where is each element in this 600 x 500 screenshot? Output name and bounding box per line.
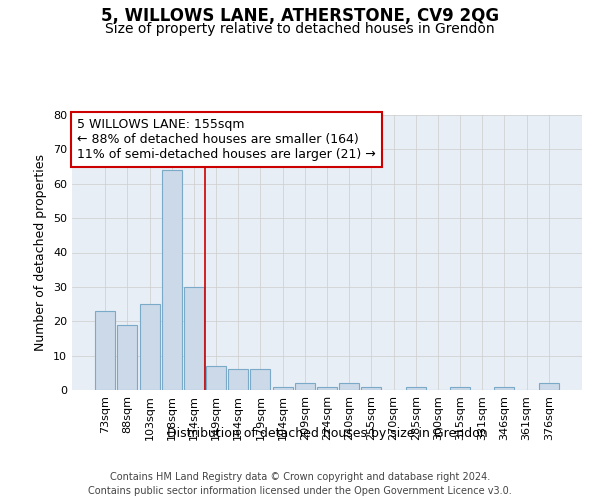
Text: Contains public sector information licensed under the Open Government Licence v3: Contains public sector information licen… [88,486,512,496]
Text: Size of property relative to detached houses in Grendon: Size of property relative to detached ho… [105,22,495,36]
Bar [339,383,359,390]
Bar [118,324,137,390]
Bar [184,287,204,390]
Bar [272,386,293,390]
Bar [406,386,426,390]
Bar [206,366,226,390]
Bar [140,304,160,390]
Bar [228,370,248,390]
Bar [450,386,470,390]
Bar [250,370,271,390]
Bar [539,383,559,390]
Text: 5 WILLOWS LANE: 155sqm
← 88% of detached houses are smaller (164)
11% of semi-de: 5 WILLOWS LANE: 155sqm ← 88% of detached… [77,118,376,161]
Bar [361,386,382,390]
Bar [295,383,315,390]
Text: Distribution of detached houses by size in Grendon: Distribution of detached houses by size … [167,428,487,440]
Bar [95,311,115,390]
Bar [317,386,337,390]
Bar [494,386,514,390]
Bar [162,170,182,390]
Text: 5, WILLOWS LANE, ATHERSTONE, CV9 2QG: 5, WILLOWS LANE, ATHERSTONE, CV9 2QG [101,8,499,26]
Y-axis label: Number of detached properties: Number of detached properties [34,154,47,351]
Text: Contains HM Land Registry data © Crown copyright and database right 2024.: Contains HM Land Registry data © Crown c… [110,472,490,482]
